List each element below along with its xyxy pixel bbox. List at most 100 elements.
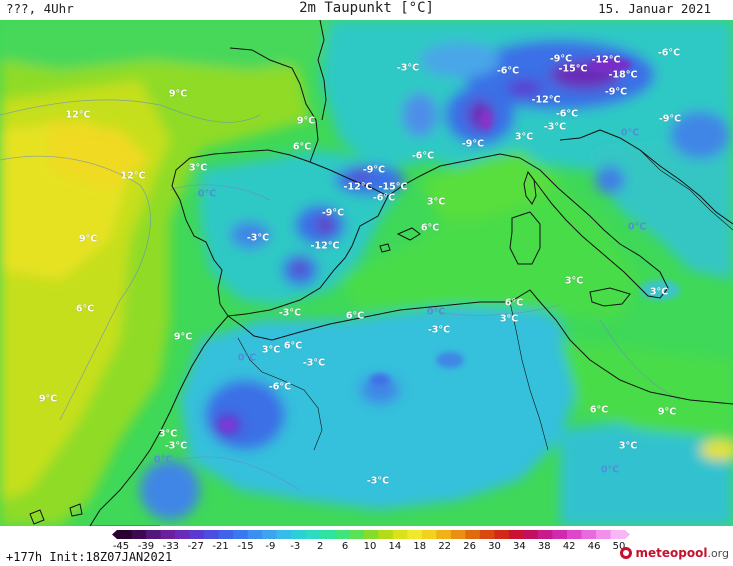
legend-tick-label: 10 bbox=[363, 541, 377, 552]
contour-label: -6°C bbox=[657, 47, 681, 59]
colorbar-swatch bbox=[465, 530, 481, 539]
contour-label: -9°C bbox=[658, 113, 682, 125]
contour-label: -3°C bbox=[543, 121, 567, 133]
contour-label: -6°C bbox=[372, 192, 396, 204]
colorbar-swatch bbox=[508, 530, 524, 539]
brand-name: meteopool bbox=[635, 546, 708, 560]
contour-label: -9°C bbox=[549, 53, 573, 65]
contour-label: 0°C bbox=[237, 352, 257, 364]
map-title: 2m Taupunkt [°C] bbox=[299, 0, 434, 16]
colorbar-swatch bbox=[552, 530, 568, 539]
dewpoint-map: 9°C 12°C 12°C 9°C 6°C 9°C 9°C 9°C 6°C 3°C 0°C -3°C -… bbox=[0, 20, 733, 526]
legend-tick-label: -45 bbox=[112, 541, 130, 552]
colorbar-swatch bbox=[610, 530, 626, 539]
colorbar-swatch bbox=[392, 530, 408, 539]
contour-label: 6°C bbox=[283, 340, 303, 352]
legend-tick-label: 38 bbox=[537, 541, 551, 552]
colorbar-swatch bbox=[349, 530, 365, 539]
field-details bbox=[220, 58, 680, 431]
legend-tick-label: -15 bbox=[237, 541, 254, 552]
colorbar-swatch bbox=[494, 530, 510, 539]
colorbar-swatch bbox=[189, 530, 205, 539]
colorbar-swatch bbox=[320, 530, 336, 539]
colorbar-arrow-right bbox=[625, 530, 630, 539]
contour-label: 0°C bbox=[600, 464, 620, 476]
contour-label: 0°C bbox=[627, 221, 647, 233]
contour-label: 0°C bbox=[197, 188, 217, 200]
legend-tick-label: 26 bbox=[463, 541, 476, 552]
colorbar-swatch bbox=[407, 530, 423, 539]
legend-tick-label: -21 bbox=[212, 541, 229, 552]
contour-label: 3°C bbox=[188, 162, 208, 174]
colorbar-swatch bbox=[233, 530, 249, 539]
legend-colorbar bbox=[112, 530, 630, 539]
colorbar-swatch bbox=[247, 530, 263, 539]
colorbar-swatch bbox=[523, 530, 539, 539]
contour-label: -12°C bbox=[531, 94, 561, 106]
legend-tick-label: 22 bbox=[438, 541, 452, 552]
contour-label: 3°C bbox=[514, 131, 534, 143]
contour-label: -9°C bbox=[461, 138, 485, 150]
legend-tick-label: 14 bbox=[388, 541, 402, 552]
contour-label: -6°C bbox=[496, 65, 520, 77]
contour-label: -6°C bbox=[411, 150, 435, 162]
legend-tick-label: -33 bbox=[162, 541, 179, 552]
legend-tick-label: 18 bbox=[413, 541, 427, 552]
contour-label: -3°C bbox=[246, 232, 270, 244]
contour-label: -3°C bbox=[427, 324, 451, 336]
header: ???, 4Uhr 2m Taupunkt [°C] 15. Januar 20… bbox=[0, 0, 733, 20]
colorbar-swatch bbox=[204, 530, 220, 539]
colorbar-swatch bbox=[117, 530, 133, 539]
legend-ticks: -45 -39 -33 -27 -21 -15 -9 -3 2 6 10 14 18 22 26 30 34 38… bbox=[0, 541, 733, 555]
contour-label: 6°C bbox=[420, 222, 440, 234]
contour-label: -3°C bbox=[396, 62, 420, 74]
contour-label: -12°C bbox=[310, 240, 340, 252]
colorbar-swatch bbox=[160, 530, 176, 539]
colorbar-swatch bbox=[421, 530, 437, 539]
legend-tick-label: 50 bbox=[612, 541, 626, 552]
contour-label: 9°C bbox=[38, 393, 58, 405]
contour-label: -9°C bbox=[321, 207, 345, 219]
colorbar-swatch bbox=[218, 530, 234, 539]
contour-label: -6°C bbox=[555, 108, 579, 120]
contour-label: 9°C bbox=[657, 406, 677, 418]
contour-label: 3°C bbox=[564, 275, 584, 287]
contour-label: 9°C bbox=[168, 88, 188, 100]
legend-tick-label: 34 bbox=[513, 541, 526, 552]
contour-label: 3°C bbox=[261, 344, 281, 356]
colorbar-swatch bbox=[262, 530, 278, 539]
contour-label: 6°C bbox=[504, 297, 524, 309]
contour-label: -12°C bbox=[591, 54, 621, 66]
isolines bbox=[0, 99, 681, 491]
contour-label: 6°C bbox=[589, 404, 609, 416]
footer: -45 -39 -33 -27 -21 -15 -9 -3 2 6 10 14 18 22 26 30 34 38… bbox=[0, 526, 733, 566]
contour-label: 12°C bbox=[120, 170, 146, 182]
colorbar-arrow-left bbox=[112, 530, 117, 539]
contour-label: -15°C bbox=[558, 63, 588, 75]
colorbar-swatch bbox=[450, 530, 466, 539]
map-field bbox=[0, 20, 733, 526]
contour-label: 6°C bbox=[345, 310, 365, 322]
legend-tick-label: -3 bbox=[290, 541, 301, 552]
meteopool-logo-link[interactable]: meteopool .org bbox=[619, 546, 729, 560]
contour-label: 3°C bbox=[158, 428, 178, 440]
contour-label: 12°C bbox=[65, 109, 91, 121]
contour-label: -15°C bbox=[378, 181, 408, 193]
legend-tick-label: -39 bbox=[137, 541, 155, 552]
contour-label: -9°C bbox=[362, 164, 386, 176]
contour-label: -3°C bbox=[302, 357, 326, 369]
colorbar-swatch bbox=[595, 530, 611, 539]
contour-label: 6°C bbox=[292, 141, 312, 153]
legend-tick-label: -27 bbox=[187, 541, 204, 552]
contour-label: -18°C bbox=[608, 69, 638, 81]
coastlines bbox=[29, 20, 733, 526]
colorbar-swatch bbox=[479, 530, 495, 539]
legend-tick-label: 2 bbox=[317, 541, 324, 552]
contour-label: 0°C bbox=[426, 306, 446, 318]
forecast-date: 15. Januar 2021 bbox=[598, 1, 711, 16]
contour-label: 3°C bbox=[499, 313, 519, 325]
contour-label: -12°C bbox=[343, 181, 373, 193]
legend-tick-label: -9 bbox=[265, 541, 276, 552]
colorbar-swatch bbox=[305, 530, 321, 539]
contour-label: -9°C bbox=[604, 86, 628, 98]
